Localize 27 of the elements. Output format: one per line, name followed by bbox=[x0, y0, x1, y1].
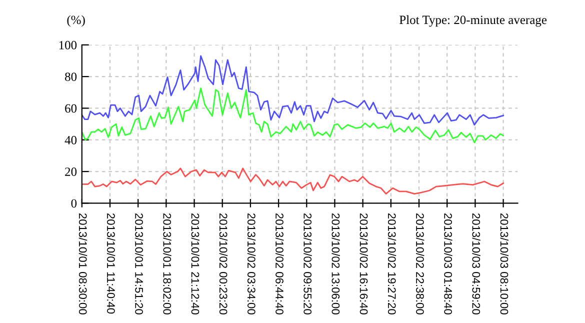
line-series bbox=[82, 88, 504, 144]
x-tick-label: 2013/10/02 22:38:00 bbox=[416, 213, 424, 314]
chart-title: Plot Type: 20-minute average bbox=[400, 15, 547, 27]
x-tick-label: 2013/10/02 19:27:20 bbox=[388, 213, 396, 314]
y-tick-label: 20 bbox=[65, 168, 77, 176]
y-tick-label: 40 bbox=[64, 136, 77, 144]
y-tick-label: 60 bbox=[65, 104, 77, 113]
y-tick-label: 100 bbox=[59, 40, 77, 50]
x-tick-label: 2013/10/01 18:02:00 bbox=[163, 213, 172, 314]
x-tick-label: 2013/10/03 01:48:40 bbox=[444, 213, 452, 314]
x-tick-label: 2013/10/03 08:10:00 bbox=[500, 213, 508, 314]
x-tick-label: 2013/10/02 03:34:00 bbox=[247, 213, 256, 314]
x-tick-label: 2013/10/03 04:59:20 bbox=[472, 213, 480, 314]
x-tick-label: 2013/10/01 11:40:40 bbox=[107, 213, 116, 314]
x-tick-label: 2013/10/01 08:30:00 bbox=[78, 213, 88, 314]
x-tick-label: 2013/10/02 13:06:00 bbox=[332, 213, 340, 314]
y-axis-title: (%) bbox=[67, 15, 85, 27]
x-tick-label: 2013/10/01 14:51:20 bbox=[135, 213, 144, 314]
x-tick-label: 2013/10/01 21:12:40 bbox=[191, 213, 200, 314]
y-tick-label: 80 bbox=[65, 72, 77, 82]
x-tick-label: 2013/10/02 09:55:20 bbox=[304, 213, 312, 314]
line-series bbox=[82, 168, 504, 195]
x-tick-label: 2013/10/02 00:23:20 bbox=[219, 213, 228, 314]
x-tick-label: 2013/10/02 16:16:40 bbox=[360, 213, 368, 314]
y-tick-label: 0 bbox=[71, 199, 77, 208]
line-series bbox=[82, 55, 504, 126]
x-tick-label: 2013/10/02 06:44:40 bbox=[276, 213, 284, 314]
